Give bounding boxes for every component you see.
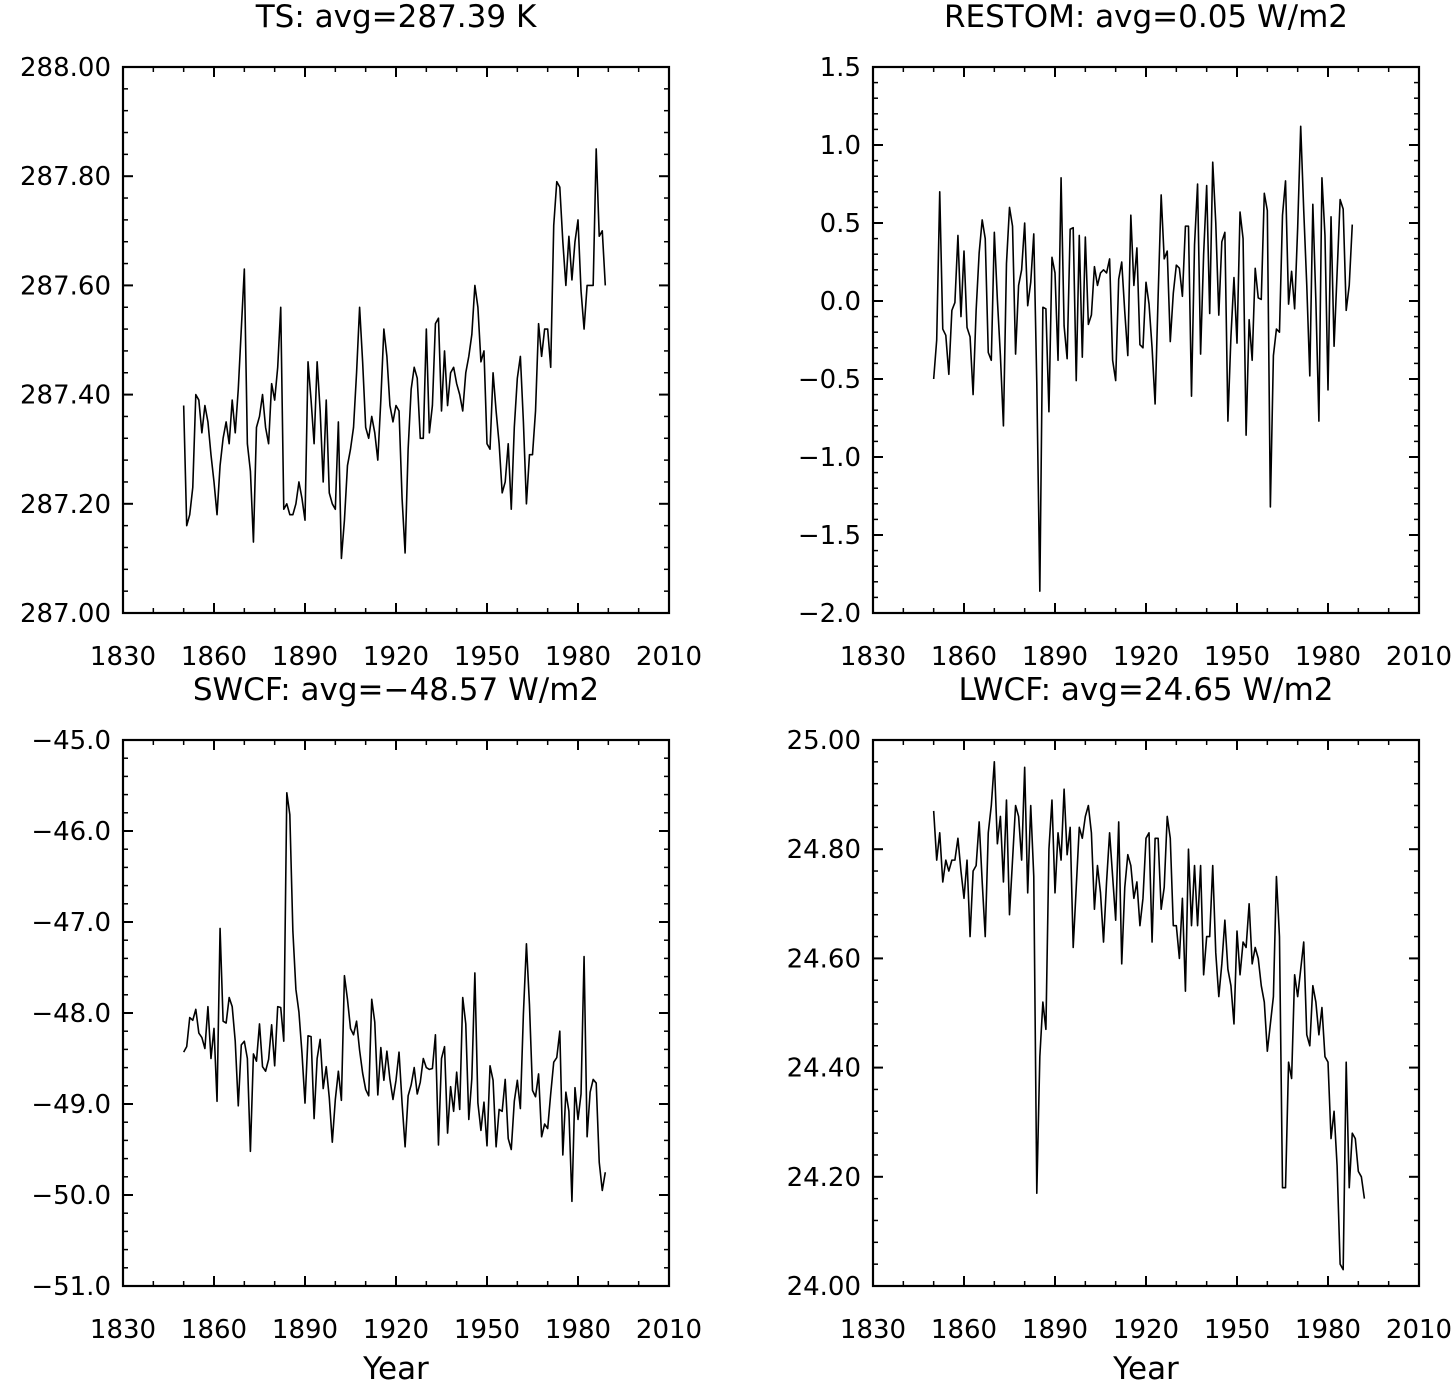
y-tick-label: 287.60 (20, 271, 111, 301)
x-tick-label: 1950 (454, 642, 520, 672)
y-tick-label: −0.5 (798, 365, 861, 395)
x-tick-label: 1980 (1295, 1315, 1361, 1345)
y-tick-label: −2.0 (798, 599, 861, 629)
x-tick-label: 1980 (545, 642, 611, 672)
x-tick-label: 1830 (840, 1315, 906, 1345)
x-tick-label: 1890 (1022, 1315, 1088, 1345)
x-tick-label: 1950 (1204, 1315, 1270, 1345)
x-tick-label: 1980 (545, 1315, 611, 1345)
y-tick-label: −45.0 (31, 726, 111, 756)
x-tick-labels: 1830 1860 1890 1920 1950 1980 2010 (90, 642, 702, 672)
x-tick-labels: 1830 1860 1890 1920 1950 1980 2010 (840, 1315, 1452, 1345)
y-tick-label: 0.5 (820, 209, 861, 239)
panel-title: RESTOM: avg=0.05 W/m2 (944, 0, 1348, 35)
x-tick-label: 1890 (272, 642, 338, 672)
x-tick-label: 1890 (272, 1315, 338, 1345)
x-tick-label: 1980 (1295, 642, 1361, 672)
y-tick-label: 25.00 (787, 726, 861, 756)
y-tick-label: 0.0 (820, 287, 861, 317)
y-tick-label: −49.0 (31, 1090, 111, 1120)
panel-title: TS: avg=287.39 K (255, 0, 537, 35)
y-tick-label: −1.0 (798, 443, 861, 473)
y-tick-label: 1.5 (820, 53, 861, 83)
x-tick-label: 1830 (90, 1315, 156, 1345)
y-tick-label: 287.80 (20, 162, 111, 192)
series-line-restom (932, 125, 1354, 592)
ticks-ts (122, 66, 670, 614)
y-tick-label: 287.00 (20, 599, 111, 629)
series-line-ts (182, 148, 607, 560)
x-tick-label: 1950 (454, 1315, 520, 1345)
x-tick-label: 1830 (840, 642, 906, 672)
y-tick-labels: −51.0 −50.0 −49.0 −48.0 −47.0 −46.0 −45.… (31, 726, 111, 1302)
plot-frame (121, 65, 671, 615)
y-tick-label: −50.0 (31, 1181, 111, 1211)
y-tick-label: 24.60 (787, 944, 861, 974)
x-tick-label: 1890 (1022, 642, 1088, 672)
y-tick-label: −47.0 (31, 908, 111, 938)
x-axis-label: Year (362, 1351, 429, 1383)
ticks-swcf (122, 739, 670, 1287)
y-tick-label: −48.0 (31, 999, 111, 1029)
x-tick-label: 1920 (1113, 1315, 1179, 1345)
y-tick-label: 24.20 (787, 1163, 861, 1193)
x-tick-label: 1920 (363, 1315, 429, 1345)
plot-frame (871, 738, 1421, 1288)
y-tick-label: 24.40 (787, 1054, 861, 1084)
x-tick-label: 2010 (636, 1315, 702, 1345)
x-tick-label: 1860 (181, 642, 247, 672)
panel-ts: TS: avg=287.39 K 287.00 287.20 287.40 28… (20, 0, 702, 672)
x-tick-label: 1860 (931, 1315, 997, 1345)
panel-title: SWCF: avg=−48.57 W/m2 (193, 672, 599, 708)
x-tick-labels: 1830 1860 1890 1920 1950 1980 2010 (90, 1315, 702, 1345)
x-tick-label: 1860 (931, 642, 997, 672)
y-tick-label: −1.5 (798, 521, 861, 551)
series-line-swcf (182, 791, 607, 1203)
y-tick-label: 288.00 (20, 53, 111, 83)
series-line-lwcf (932, 761, 1366, 1271)
y-tick-label: 287.20 (20, 490, 111, 520)
plot-frame (871, 65, 1421, 615)
y-tick-label: 24.80 (787, 835, 861, 865)
x-tick-label: 1920 (1113, 642, 1179, 672)
y-tick-labels: −2.0 −1.5 −1.0 −0.5 0.0 0.5 1.0 1.5 (798, 53, 861, 629)
ticks-lwcf (872, 739, 1420, 1287)
ticks-restom (872, 66, 1420, 614)
x-tick-label: 2010 (1386, 1315, 1452, 1345)
panel-title: LWCF: avg=24.65 W/m2 (958, 672, 1333, 708)
panel-restom: RESTOM: avg=0.05 W/m2 −2.0 −1.5 −1.0 −0.… (798, 0, 1452, 672)
x-tick-label: 1950 (1204, 642, 1270, 672)
y-tick-label: 287.40 (20, 381, 111, 411)
y-tick-labels: 24.00 24.20 24.40 24.60 24.80 25.00 (787, 726, 861, 1302)
y-tick-labels: 287.00 287.20 287.40 287.60 287.80 288.0… (20, 53, 111, 629)
panel-lwcf: LWCF: avg=24.65 W/m2 24.00 24.20 24.40 2… (787, 672, 1453, 1383)
x-tick-label: 2010 (1386, 642, 1452, 672)
plot-frame (121, 738, 671, 1288)
y-tick-label: 1.0 (820, 131, 861, 161)
y-tick-label: −46.0 (31, 817, 111, 847)
x-tick-label: 1830 (90, 642, 156, 672)
x-tick-label: 1920 (363, 642, 429, 672)
y-tick-label: 24.00 (787, 1272, 861, 1302)
x-axis-label: Year (1112, 1351, 1179, 1383)
x-tick-label: 2010 (636, 642, 702, 672)
x-tick-label: 1860 (181, 1315, 247, 1345)
y-tick-label: −51.0 (31, 1272, 111, 1302)
panel-swcf: SWCF: avg=−48.57 W/m2 −51.0 −50.0 −49.0 … (31, 672, 702, 1383)
x-tick-labels: 1830 1860 1890 1920 1950 1980 2010 (840, 642, 1452, 672)
